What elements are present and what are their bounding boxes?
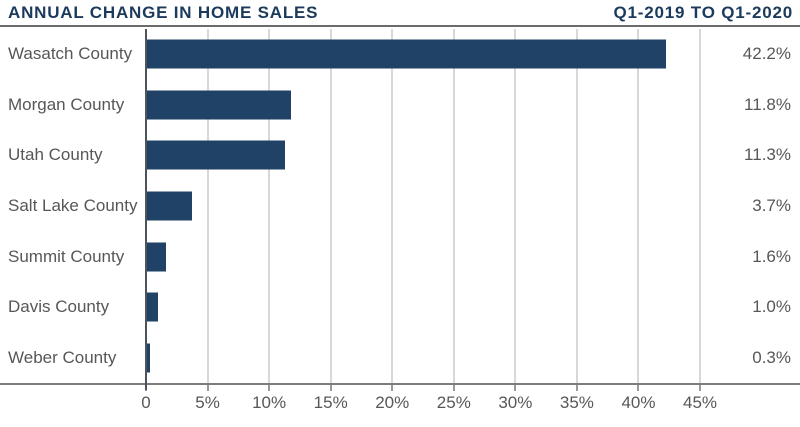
bar-row: Salt Lake County 3.7%	[0, 181, 800, 232]
value-label: 3.7%	[752, 195, 791, 215]
x-axis-line	[0, 383, 800, 385]
value-label: 11.3%	[744, 145, 791, 165]
x-tick-mark	[452, 385, 455, 391]
value-label: 1.0%	[752, 297, 791, 317]
bar	[146, 343, 150, 373]
value-label: 11.8%	[744, 94, 791, 114]
bar	[146, 242, 166, 272]
gridline	[329, 29, 332, 383]
x-tick-label: 35%	[559, 393, 594, 412]
x-tick-label: 45%	[683, 393, 718, 412]
bar-row: Wasatch County 42.2%	[0, 29, 800, 80]
x-tick-mark	[268, 385, 271, 391]
zero-axis-line	[145, 29, 147, 390]
plot-area: Wasatch County 42.2% Morgan County 11.8% Uta…	[0, 29, 800, 390]
x-tick-label: 5%	[195, 393, 220, 412]
gridline	[452, 29, 455, 383]
x-tick-mark	[329, 385, 332, 391]
x-tick-label: 20%	[375, 393, 410, 412]
x-tick-label: 0	[141, 393, 151, 412]
bar-row: Summit County 1.6%	[0, 231, 800, 282]
bar-row: Davis County 1.0%	[0, 282, 800, 333]
value-label: 0.3%	[752, 347, 791, 367]
value-label: 42.2%	[742, 44, 791, 64]
gridline	[575, 29, 578, 383]
bar-row: Morgan County 11.8%	[0, 80, 800, 131]
value-label: 1.6%	[752, 246, 791, 266]
gridline	[514, 29, 517, 383]
category-label: Morgan County	[8, 94, 125, 114]
chart-period-label: Q1-2019 TO Q1-2020	[613, 3, 793, 22]
bar	[146, 191, 192, 221]
x-tick-label: 10%	[252, 393, 287, 412]
x-tick-mark	[391, 385, 394, 391]
chart-title: ANNUAL CHANGE IN HOME SALES	[8, 3, 319, 22]
bar-row: Utah County 11.3%	[0, 130, 800, 181]
bar	[146, 140, 286, 170]
x-tick-mark	[575, 385, 578, 391]
x-tick-mark	[514, 385, 517, 391]
gridline	[391, 29, 394, 383]
x-tick-label: 30%	[498, 393, 533, 412]
category-label: Summit County	[8, 246, 125, 266]
bar	[146, 90, 292, 120]
gridline	[699, 29, 702, 383]
category-label: Salt Lake County	[8, 195, 138, 215]
category-label: Wasatch County	[8, 44, 133, 64]
x-tick-label: 40%	[621, 393, 656, 412]
bar	[146, 39, 666, 69]
gridline	[206, 29, 209, 383]
bar	[146, 292, 159, 322]
gridline	[268, 29, 271, 383]
x-tick-label: 25%	[436, 393, 471, 412]
category-label: Davis County	[8, 297, 110, 317]
x-tick-mark	[206, 385, 209, 391]
chart-header: ANNUAL CHANGE IN HOME SALES Q1-2019 TO Q…	[0, 0, 800, 27]
category-label: Utah County	[8, 145, 103, 165]
gridline	[637, 29, 640, 383]
x-tick-mark	[637, 385, 640, 391]
x-tick-label: 15%	[313, 393, 348, 412]
x-tick-mark	[699, 385, 702, 391]
category-label: Weber County	[8, 347, 117, 367]
bar-row: Weber County 0.3%	[0, 332, 800, 383]
